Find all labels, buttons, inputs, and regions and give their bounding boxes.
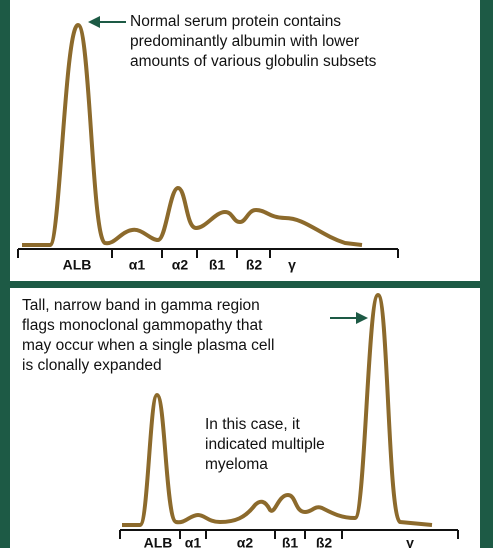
annotation-line: is clonally expanded bbox=[22, 357, 162, 374]
annotation-line: Tall, narrow band in gamma region bbox=[22, 297, 260, 314]
region-label: α1 bbox=[129, 257, 146, 273]
region-label: α2 bbox=[237, 535, 254, 548]
panel-myeloma bbox=[10, 288, 480, 548]
axis-myeloma bbox=[119, 529, 459, 539]
region-label: ALB bbox=[63, 257, 92, 273]
region-label: ß2 bbox=[316, 535, 333, 548]
panel-normal bbox=[10, 0, 480, 281]
region-label: ALB bbox=[144, 535, 173, 548]
annotation-line: Normal serum protein contains bbox=[130, 13, 341, 30]
annotation-line: myeloma bbox=[205, 456, 268, 473]
curve-normal bbox=[22, 23, 363, 247]
annotation-line: indicated multiple bbox=[205, 436, 325, 453]
region-label: α1 bbox=[185, 535, 202, 548]
axis-normal bbox=[17, 248, 399, 258]
region-label: ß1 bbox=[282, 535, 299, 548]
annotation-line: predominantly albumin with lower bbox=[130, 33, 359, 50]
annotation-line: flags monoclonal gammopathy that bbox=[22, 317, 263, 334]
annotation-line: amounts of various globulin subsets bbox=[130, 53, 377, 70]
annotation-line: may occur when a single plasma cell bbox=[22, 337, 274, 354]
annotation-line: In this case, it bbox=[205, 416, 300, 433]
region-label: ß2 bbox=[246, 257, 263, 273]
region-label: α2 bbox=[172, 257, 189, 273]
region-label: γ bbox=[406, 535, 414, 548]
region-label: ß1 bbox=[209, 257, 226, 273]
arrowhead bbox=[88, 16, 100, 28]
arrowhead bbox=[356, 312, 368, 324]
curve-myeloma bbox=[122, 293, 433, 527]
region-label: γ bbox=[288, 257, 296, 273]
